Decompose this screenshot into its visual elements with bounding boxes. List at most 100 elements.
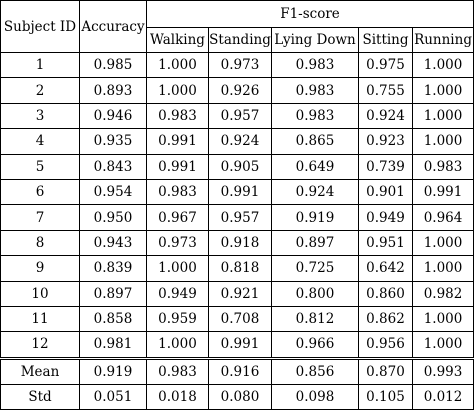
cell-accuracy: 0.919	[79, 357, 147, 386]
cell-sitting: 0.949	[358, 204, 413, 231]
cell-running: 0.964	[411, 204, 474, 231]
table-row: 5 0.843 0.991 0.905 0.649 0.739 0.983	[0, 153, 474, 180]
cell-lying-down: 0.983	[271, 102, 359, 130]
header-lying-down: Lying Down	[271, 27, 359, 53]
cell-subject-id: 2	[0, 77, 80, 104]
cell-lying-down: 0.924	[271, 178, 359, 206]
table-row: 9 0.839 1.000 0.818 0.725 0.642 1.000	[0, 255, 474, 282]
cell-sitting: 0.975	[358, 51, 413, 79]
cell-running: 0.982	[411, 280, 474, 307]
cell-lying-down: 0.897	[271, 229, 359, 257]
cell-subject-id: 6	[0, 178, 80, 206]
cell-subject-id: Std	[0, 384, 80, 411]
cell-lying-down: 0.649	[271, 153, 359, 180]
cell-sitting: 0.951	[358, 229, 413, 257]
cell-lying-down: 0.725	[271, 255, 359, 282]
cell-standing: 0.957	[208, 204, 272, 231]
cell-running: 0.991	[411, 178, 474, 206]
cell-lying-down: 0.865	[271, 128, 359, 155]
table-row: 1 0.985 1.000 0.973 0.983 0.975 1.000	[0, 51, 474, 79]
cell-lying-down: 0.812	[271, 305, 359, 333]
cell-accuracy: 0.943	[79, 229, 147, 257]
cell-subject-id: 4	[0, 128, 80, 155]
cell-walking: 0.983	[146, 357, 209, 386]
cell-subject-id: 12	[0, 331, 80, 360]
table-row: 4 0.935 0.991 0.924 0.865 0.923 1.000	[0, 128, 474, 155]
cell-accuracy: 0.981	[79, 331, 147, 360]
cell-walking: 0.983	[146, 178, 209, 206]
cell-walking: 1.000	[146, 77, 209, 104]
cell-walking: 1.000	[146, 51, 209, 79]
cell-sitting: 0.105	[358, 384, 413, 411]
cell-running: 1.000	[411, 229, 474, 257]
header-f1-score: F1-score	[145, 0, 474, 28]
cell-walking: 0.018	[146, 384, 209, 411]
cell-running: 1.000	[411, 102, 474, 130]
cell-sitting: 0.901	[358, 178, 413, 206]
table-row: 11 0.858 0.959 0.708 0.812 0.862 1.000	[0, 305, 474, 333]
cell-lying-down: 0.098	[271, 384, 359, 411]
table-row: 10 0.897 0.949 0.921 0.800 0.860 0.982	[0, 280, 474, 307]
cell-accuracy: 0.858	[79, 305, 147, 333]
cell-standing: 0.818	[208, 255, 272, 282]
cell-walking: 0.973	[146, 229, 209, 257]
cell-running: 1.000	[411, 128, 474, 155]
table-row: 3 0.946 0.983 0.957 0.983 0.924 1.000	[0, 102, 474, 130]
cell-sitting: 0.870	[358, 357, 413, 386]
cell-accuracy: 0.893	[79, 77, 147, 104]
header-running: Running	[411, 27, 474, 53]
cell-standing: 0.080	[208, 384, 272, 411]
cell-standing: 0.708	[208, 305, 272, 333]
cell-sitting: 0.642	[358, 255, 413, 282]
table-row: 8 0.943 0.973 0.918 0.897 0.951 1.000	[0, 229, 474, 257]
cell-subject-id: 5	[0, 153, 80, 180]
cell-walking: 0.991	[146, 128, 209, 155]
header-walking: Walking	[146, 27, 209, 53]
cell-running: 1.000	[411, 77, 474, 104]
cell-subject-id: 3	[0, 102, 80, 130]
table-row: 12 0.981 1.000 0.991 0.966 0.956 1.000	[0, 331, 474, 360]
cell-lying-down: 0.800	[271, 280, 359, 307]
cell-standing: 0.991	[208, 331, 272, 360]
cell-standing: 0.918	[208, 229, 272, 257]
cell-lying-down: 0.983	[271, 77, 359, 104]
cell-accuracy: 0.985	[79, 51, 147, 79]
cell-sitting: 0.739	[358, 153, 413, 180]
cell-running: 0.012	[411, 384, 474, 411]
cell-subject-id: 7	[0, 204, 80, 231]
cell-subject-id: 10	[0, 280, 80, 307]
cell-subject-id: 9	[0, 255, 80, 282]
cell-walking: 0.959	[146, 305, 209, 333]
header-subject-id: Subject ID	[0, 0, 80, 53]
cell-running: 1.000	[411, 255, 474, 282]
cell-walking: 0.967	[146, 204, 209, 231]
cell-standing: 0.926	[208, 77, 272, 104]
cell-walking: 0.949	[146, 280, 209, 307]
cell-subject-id: Mean	[0, 357, 80, 386]
cell-subject-id: 8	[0, 229, 80, 257]
header-accuracy: Accuracy	[79, 0, 147, 53]
table-row: 6 0.954 0.983 0.991 0.924 0.901 0.991	[0, 178, 474, 206]
cell-lying-down: 0.856	[271, 357, 359, 386]
cell-running: 0.993	[411, 357, 474, 386]
cell-running: 1.000	[411, 51, 474, 79]
cell-sitting: 0.862	[358, 305, 413, 333]
cell-standing: 0.991	[208, 178, 272, 206]
cell-lying-down: 0.983	[271, 51, 359, 79]
cell-lying-down: 0.966	[271, 331, 359, 360]
header-row-activities: Walking Standing Lying Down Sitting Runn…	[1, 27, 474, 53]
cell-walking: 0.991	[146, 153, 209, 180]
header-row-top: Subject ID Accuracy F1-score	[0, 0, 474, 53]
cell-sitting: 0.860	[358, 280, 413, 307]
cell-sitting: 0.924	[358, 102, 413, 130]
header-sitting: Sitting	[358, 27, 413, 53]
cell-standing: 0.924	[208, 128, 272, 155]
table-row: 7 0.950 0.967 0.957 0.919 0.949 0.964	[0, 204, 474, 231]
cell-standing: 0.973	[208, 51, 272, 79]
cell-standing: 0.916	[208, 357, 272, 386]
header-standing: Standing	[208, 27, 272, 53]
summary-row: Std 0.051 0.018 0.080 0.098 0.105 0.012	[0, 384, 474, 411]
cell-accuracy: 0.950	[79, 204, 147, 231]
